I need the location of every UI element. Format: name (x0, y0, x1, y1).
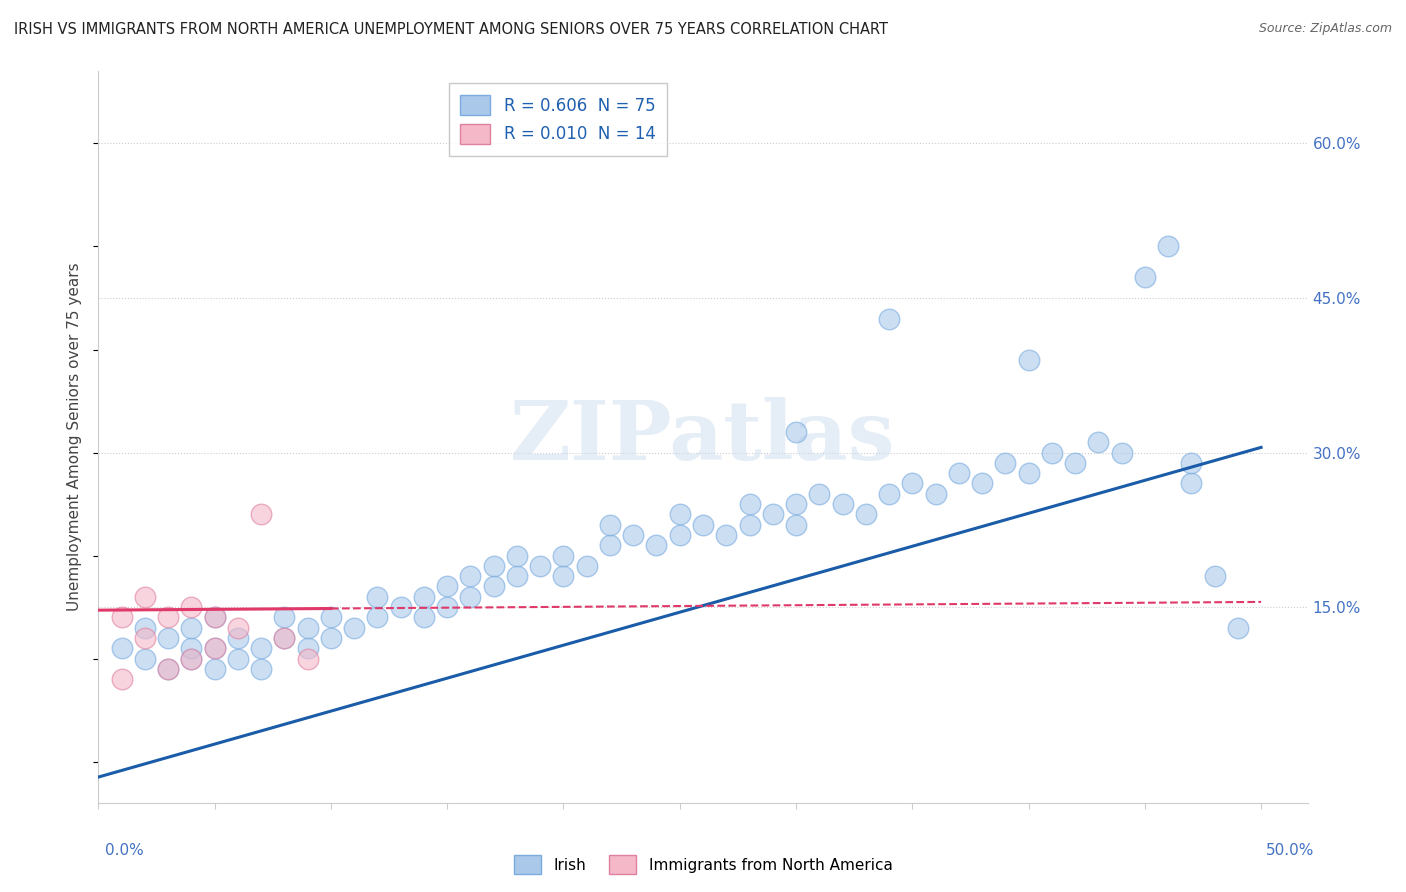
Point (436, 579, 458, 593)
Text: 50.0%: 50.0% (1267, 843, 1315, 858)
Point (204, 641, 226, 656)
Point (297, 651, 319, 665)
Point (226, 621, 249, 635)
Point (273, 610, 295, 624)
Point (204, 662, 226, 676)
Point (553, 569, 575, 583)
Point (692, 517, 714, 532)
Point (901, 476, 924, 491)
Point (204, 641, 226, 656)
Point (180, 651, 202, 665)
Point (180, 651, 202, 665)
Point (506, 569, 529, 583)
Point (319, 631, 342, 645)
Y-axis label: Unemployment Among Seniors over 75 years: Unemployment Among Seniors over 75 years (67, 263, 83, 611)
Point (948, 466, 970, 480)
Point (1180, 456, 1202, 470)
Point (226, 651, 249, 665)
Point (994, 456, 1017, 470)
Point (413, 610, 436, 624)
Point (413, 590, 436, 604)
Point (621, 528, 644, 542)
Point (273, 631, 295, 645)
Point (716, 528, 738, 542)
Text: 0.0%: 0.0% (105, 843, 145, 858)
Point (204, 610, 226, 624)
Point (460, 569, 482, 583)
Point (366, 610, 388, 624)
Point (1180, 476, 1202, 491)
Point (250, 641, 273, 656)
Point (1087, 435, 1109, 450)
Point (738, 497, 761, 511)
Point (250, 508, 273, 522)
Point (529, 558, 551, 573)
Point (180, 641, 202, 656)
Point (389, 600, 412, 615)
Point (506, 549, 529, 563)
Point (204, 610, 226, 624)
Point (877, 487, 900, 501)
Point (1064, 456, 1087, 470)
Point (111, 672, 134, 686)
Legend: R = 0.606  N = 75, R = 0.010  N = 14: R = 0.606 N = 75, R = 0.010 N = 14 (449, 83, 668, 156)
Point (1204, 569, 1226, 583)
Point (180, 600, 202, 615)
Text: ZIPatlas: ZIPatlas (510, 397, 896, 477)
Point (924, 487, 946, 501)
Point (366, 590, 388, 604)
Point (273, 631, 295, 645)
Point (157, 662, 180, 676)
Point (1133, 270, 1156, 285)
Point (575, 558, 598, 573)
Point (226, 631, 249, 645)
Point (1018, 466, 1040, 480)
Point (180, 621, 202, 635)
Point (297, 641, 319, 656)
Point (855, 508, 877, 522)
Text: IRISH VS IMMIGRANTS FROM NORTH AMERICA UNEMPLOYMENT AMONG SENIORS OVER 75 YEARS : IRISH VS IMMIGRANTS FROM NORTH AMERICA U… (14, 22, 889, 37)
Point (831, 497, 853, 511)
Point (343, 621, 366, 635)
Point (111, 641, 134, 656)
Point (134, 631, 156, 645)
Point (762, 508, 785, 522)
Point (319, 610, 342, 624)
Point (157, 662, 180, 676)
Point (970, 476, 993, 491)
Point (134, 621, 156, 635)
Point (668, 508, 690, 522)
Point (1018, 352, 1040, 367)
Point (436, 600, 458, 615)
Point (460, 590, 482, 604)
Point (1111, 445, 1133, 459)
Point (134, 590, 156, 604)
Point (1226, 621, 1249, 635)
Point (157, 610, 180, 624)
Point (877, 311, 900, 326)
Point (1040, 445, 1063, 459)
Point (599, 517, 621, 532)
Point (808, 487, 831, 501)
Point (482, 579, 505, 593)
Point (599, 538, 621, 552)
Text: Source: ZipAtlas.com: Source: ZipAtlas.com (1258, 22, 1392, 36)
Point (297, 621, 319, 635)
Point (553, 549, 575, 563)
Point (785, 517, 807, 532)
Point (250, 662, 273, 676)
Legend: Irish, Immigrants from North America: Irish, Immigrants from North America (508, 849, 898, 880)
Point (785, 425, 807, 439)
Point (668, 528, 690, 542)
Point (738, 517, 761, 532)
Point (482, 558, 505, 573)
Point (1157, 239, 1180, 253)
Point (134, 651, 156, 665)
Point (111, 610, 134, 624)
Point (785, 497, 807, 511)
Point (645, 538, 668, 552)
Point (157, 631, 180, 645)
